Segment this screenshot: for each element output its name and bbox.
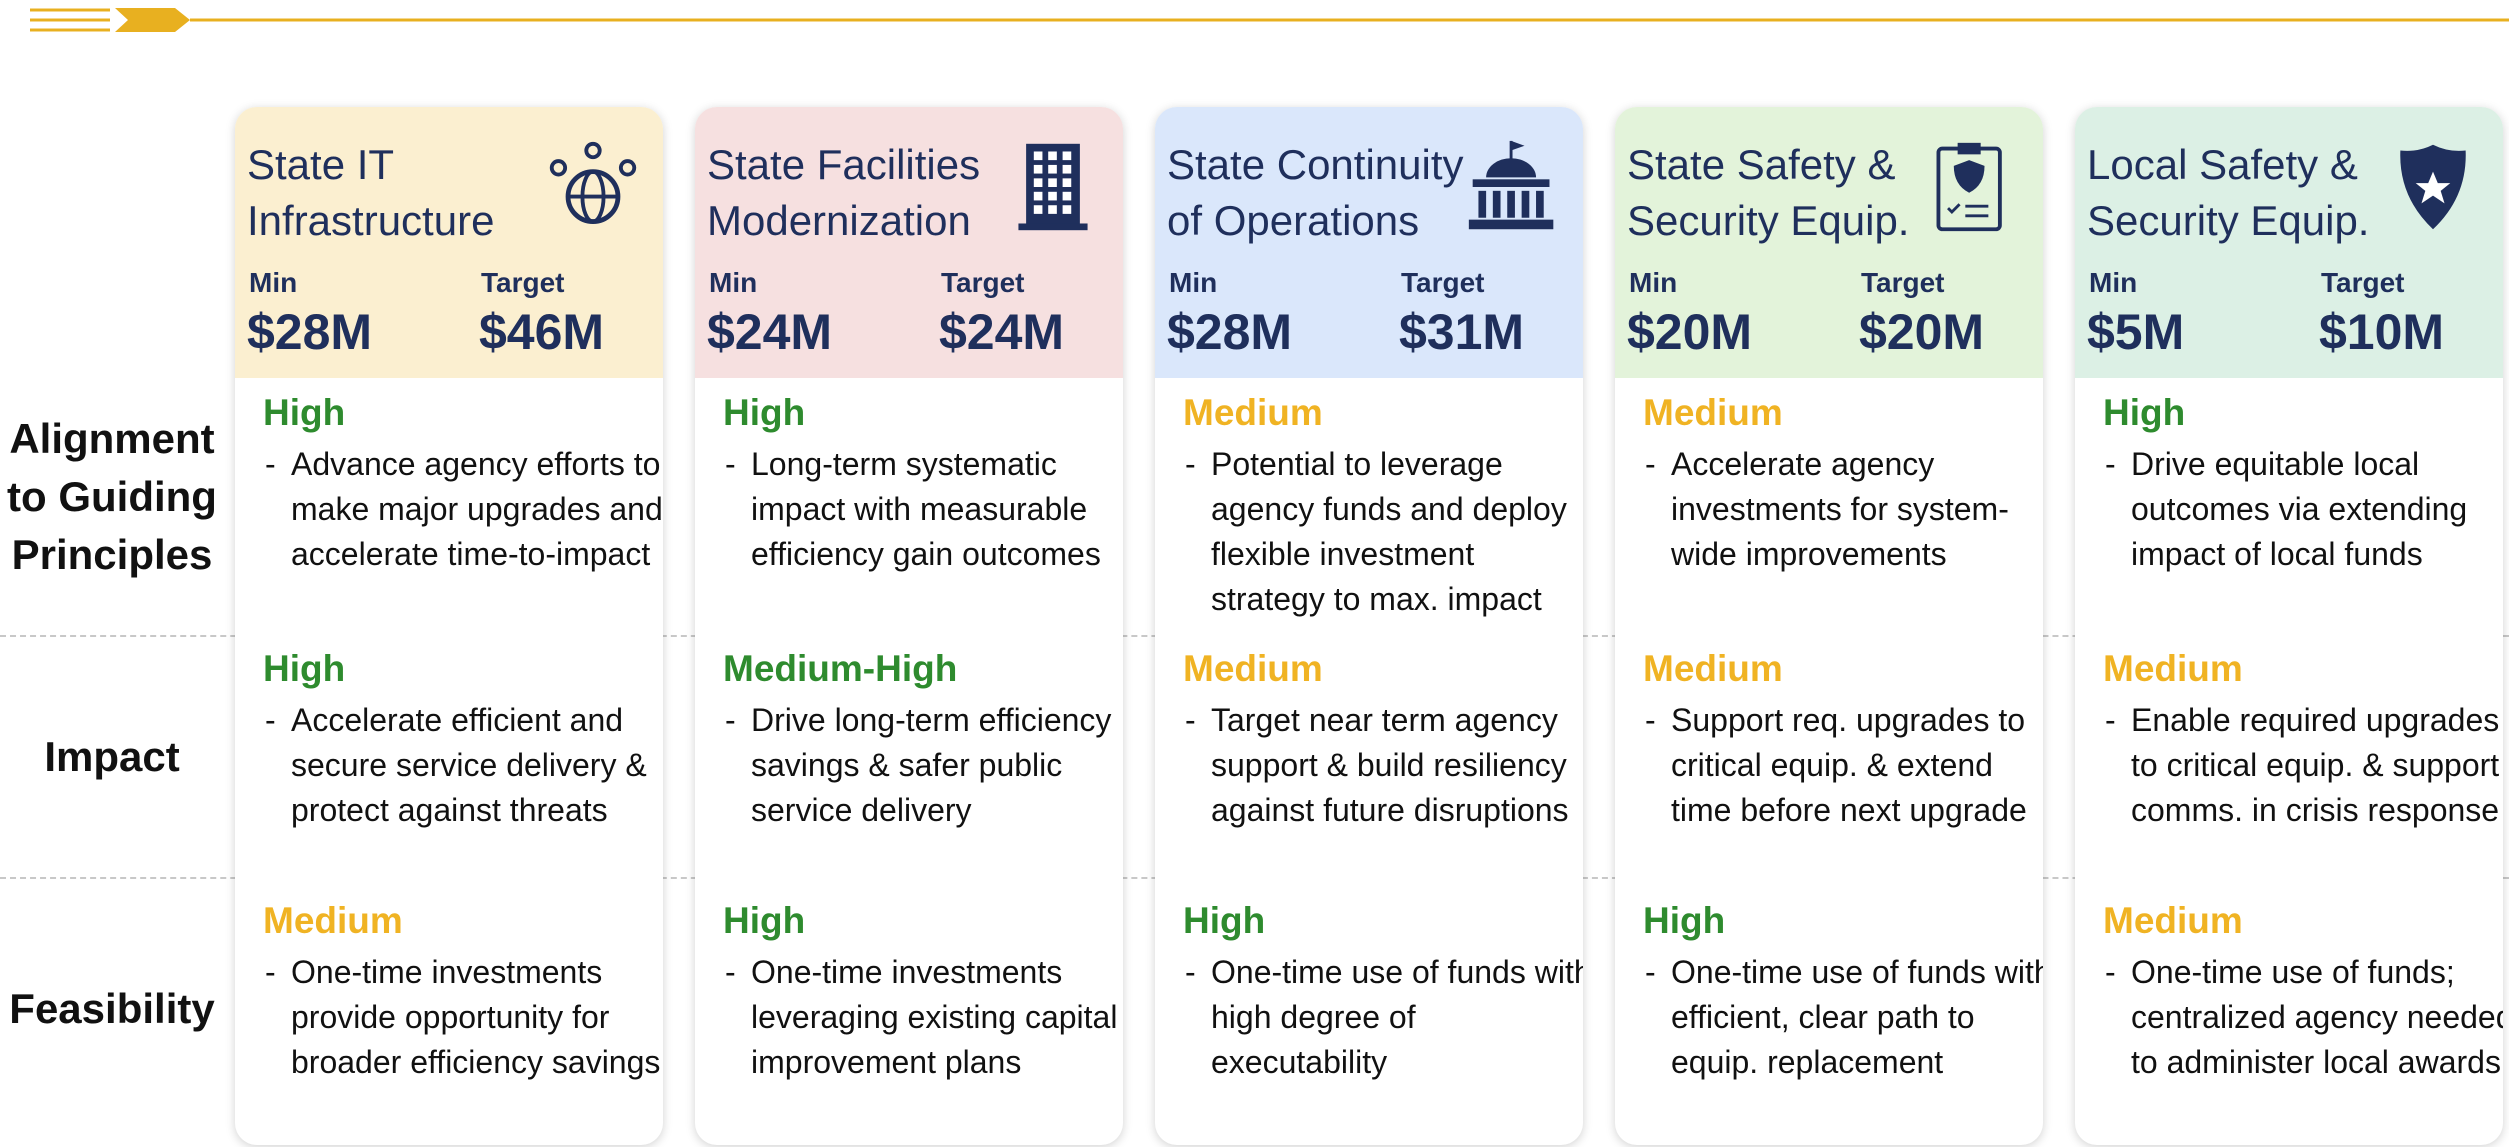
- target-label: Target: [481, 267, 565, 298]
- rating-level: High: [263, 648, 346, 689]
- top-rule: [30, 8, 2509, 32]
- rating-level: Medium: [1183, 392, 1323, 433]
- category-icon: [549, 141, 637, 224]
- rating-level: Medium: [1643, 392, 1783, 433]
- target-value: $24M: [939, 304, 1065, 360]
- card-title: State Safety &: [1627, 141, 1896, 188]
- card-title: of Operations: [1167, 197, 1420, 244]
- rating-text: Target near term agency support & build …: [1185, 698, 1583, 833]
- rating-level: Medium: [1183, 648, 1323, 689]
- rating-level: Medium: [1643, 648, 1783, 689]
- rating-text: Drive long-term efficiency savings & saf…: [725, 698, 1123, 833]
- rating-level: High: [1643, 900, 1726, 941]
- rating-level: High: [2103, 392, 2186, 433]
- min-label: Min: [709, 267, 758, 298]
- category-card: State IT Infrastructure Min $28M Target $46M H…: [235, 107, 663, 1145]
- card-title: Local Safety &: [2087, 141, 2358, 188]
- card-title: Security Equip.: [1627, 197, 1910, 244]
- min-value: $28M: [247, 304, 373, 360]
- card-title: State IT: [247, 141, 395, 188]
- row-label: Impact: [44, 733, 180, 780]
- rating-text: Enable required upgrades to critical equ…: [2105, 698, 2503, 833]
- category-card: State Facilities Modernization Min $24M Targ…: [695, 107, 1123, 1145]
- rating-level: High: [263, 392, 346, 433]
- rating-level: Medium: [2103, 648, 2243, 689]
- min-value: $5M: [2087, 304, 2185, 360]
- rating-text: Support req. upgrades to critical equip.…: [1645, 698, 2043, 833]
- rating-text: Potential to leverage agency funds and d…: [1185, 442, 1583, 622]
- rating-text: One-time use of funds with high degree o…: [1185, 950, 1583, 1085]
- min-label: Min: [249, 267, 298, 298]
- category-card: State Continuity of Operations Min $28M Targ…: [1155, 107, 1583, 1145]
- category-icon: [1468, 140, 1554, 230]
- target-label: Target: [2321, 267, 2405, 298]
- card-title: Infrastructure: [247, 197, 495, 244]
- rating-level: Medium: [263, 900, 403, 941]
- category-card: State Safety & Security Equip. Min $20M Targ…: [1615, 107, 2043, 1145]
- category-icon: [1936, 142, 2002, 232]
- target-value: $46M: [479, 304, 605, 360]
- min-label: Min: [2089, 267, 2138, 298]
- card-header: Local Safety & Security Equip. Min $5M Targe…: [2075, 107, 2503, 378]
- rating-text: Advance agency efforts to make major upg…: [265, 442, 663, 577]
- card-title: Modernization: [707, 197, 971, 244]
- target-value: $10M: [2319, 304, 2445, 360]
- card-title: State Continuity: [1167, 141, 1464, 188]
- min-label: Min: [1629, 267, 1678, 298]
- card-title: State Facilities: [707, 141, 981, 188]
- target-value: $31M: [1399, 304, 1525, 360]
- row-label: Alignment to Guiding Principles: [7, 415, 217, 578]
- card-header: State Continuity of Operations Min $28M Targ…: [1155, 107, 1583, 378]
- category-icon: [1018, 143, 1088, 231]
- category-icon: [2400, 144, 2466, 230]
- rating-text: One-time use of funds; centralized agenc…: [2105, 950, 2503, 1085]
- rating-text: Long-term systematic impact with measura…: [725, 442, 1123, 577]
- rating-text: One-time investments provide opportunity…: [265, 950, 663, 1085]
- rating-level: Medium: [2103, 900, 2243, 941]
- card-header: State IT Infrastructure Min $28M Target $46M: [235, 107, 663, 378]
- rating-level: High: [1183, 900, 1266, 941]
- target-label: Target: [1401, 267, 1485, 298]
- rating-text: Drive equitable local outcomes via exten…: [2105, 442, 2503, 577]
- min-label: Min: [1169, 267, 1218, 298]
- target-value: $20M: [1859, 304, 1985, 360]
- card-title: Security Equip.: [2087, 197, 2370, 244]
- rating-text: One-time investments leveraging existing…: [725, 950, 1123, 1085]
- rating-text: Accelerate efficient and secure service …: [265, 698, 663, 833]
- min-value: $24M: [707, 304, 833, 360]
- rating-level: Medium-High: [723, 648, 958, 689]
- min-value: $28M: [1167, 304, 1293, 360]
- card-header: State Facilities Modernization Min $24M Targ…: [695, 107, 1123, 378]
- row-label: Feasibility: [9, 985, 215, 1032]
- card-header: State Safety & Security Equip. Min $20M Targ…: [1615, 107, 2043, 378]
- target-label: Target: [941, 267, 1025, 298]
- min-value: $20M: [1627, 304, 1753, 360]
- category-card: Local Safety & Security Equip. Min $5M Targe…: [2075, 107, 2503, 1145]
- rating-text: Accelerate agency investments for system…: [1645, 442, 2043, 577]
- rating-text: One-time use of funds with efficient, cl…: [1645, 950, 2043, 1085]
- target-label: Target: [1861, 267, 1945, 298]
- rating-level: High: [723, 900, 806, 941]
- rating-level: High: [723, 392, 806, 433]
